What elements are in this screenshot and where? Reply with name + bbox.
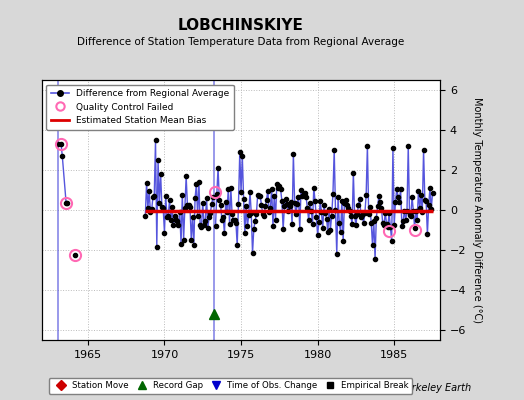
Text: LOBCHINSKIYE: LOBCHINSKIYE bbox=[178, 18, 304, 34]
Legend: Station Move, Record Gap, Time of Obs. Change, Empirical Break: Station Move, Record Gap, Time of Obs. C… bbox=[49, 378, 412, 394]
Text: Difference of Station Temperature Data from Regional Average: Difference of Station Temperature Data f… bbox=[78, 37, 405, 47]
Legend: Difference from Regional Average, Quality Control Failed, Estimated Station Mean: Difference from Regional Average, Qualit… bbox=[47, 84, 234, 130]
Text: Berkeley Earth: Berkeley Earth bbox=[399, 383, 472, 393]
Y-axis label: Monthly Temperature Anomaly Difference (°C): Monthly Temperature Anomaly Difference (… bbox=[472, 97, 482, 323]
